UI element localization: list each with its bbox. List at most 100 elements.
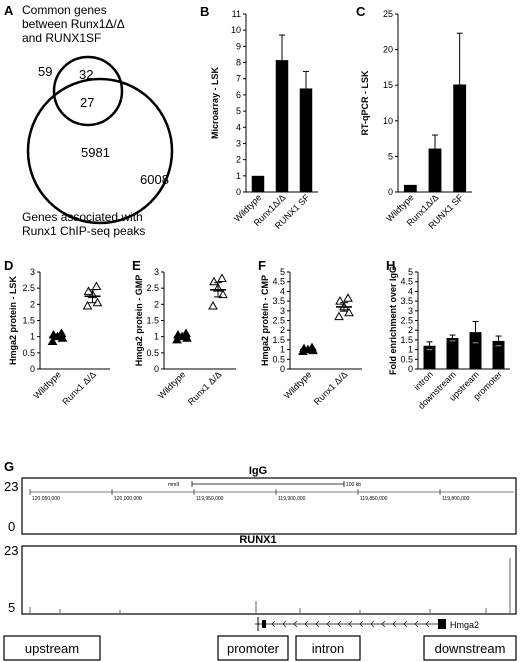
- venn-circle-small: [52, 55, 124, 127]
- x-category-label: Runx1 Δ/Δ: [60, 369, 98, 407]
- y-tick-label: 5: [408, 267, 413, 277]
- panel-letter-b: B: [200, 4, 209, 19]
- strand-arrow: [359, 620, 364, 628]
- venn-total-b: 6008: [140, 172, 169, 187]
- y-tick-label: 4: [236, 122, 241, 132]
- runx1-track-frame: [21, 545, 517, 615]
- y-tick-label: 3: [30, 267, 35, 277]
- strand-arrow: [315, 620, 320, 628]
- bar: [446, 337, 459, 369]
- strand-arrow: [304, 620, 309, 628]
- data-point: [56, 328, 67, 337]
- panel-letter-g: G: [4, 459, 14, 474]
- gene-strand-arrows: [271, 620, 430, 628]
- region-box-intron: [295, 635, 361, 661]
- bar: [251, 175, 265, 192]
- y-tick-label: 5: [236, 106, 241, 116]
- y-tick-label: 1: [408, 345, 413, 355]
- data-point: [343, 293, 353, 302]
- runx1-ymin: 5: [8, 600, 15, 615]
- data-point: [91, 281, 102, 291]
- gene-exon-1: [262, 620, 266, 628]
- data-point: [82, 300, 93, 310]
- y-tick-label: 11: [232, 9, 241, 19]
- y-tick-label: 0: [30, 364, 35, 374]
- venn-only-b: 5981: [81, 145, 110, 160]
- data-point: [181, 328, 191, 337]
- y-tick-label: 0: [154, 364, 159, 374]
- coordinate-label: 120,000,000: [114, 496, 142, 502]
- bar: [403, 184, 417, 192]
- bar: [423, 345, 436, 369]
- y-tick-label: 1: [236, 171, 241, 181]
- y-tick-label: 6: [236, 90, 241, 100]
- chart-d: 0 0.5 1 1.5 2 2.5 3 Hmga2 protein - LSK Wildtype…: [8, 267, 110, 407]
- y-tick-label: 15: [383, 80, 393, 90]
- x-category-label: Runx1 Δ/Δ: [186, 369, 224, 407]
- data-point: [83, 286, 94, 295]
- panel-letter-f: F: [258, 258, 266, 273]
- bar: [469, 332, 482, 369]
- y-tick-label: 1.5: [272, 335, 285, 345]
- panel-letter-a: A: [4, 3, 14, 18]
- strand-arrow: [370, 620, 375, 628]
- x-category-label: Wildtype: [31, 369, 62, 400]
- y-tick-label: 20: [383, 45, 393, 55]
- strand-arrow: [348, 620, 353, 628]
- bar: [275, 60, 289, 193]
- y-tick-label: 3: [236, 138, 241, 148]
- y-axis-label: Hmga2 protein - LSK: [8, 276, 18, 366]
- y-tick-label: 1: [154, 332, 159, 342]
- venn-overlap: 27: [80, 95, 94, 110]
- y-axis-label: Hmga2 protein - CMP: [260, 275, 270, 366]
- y-tick-label: 2.5: [22, 283, 35, 293]
- y-tick-label: 5: [280, 267, 285, 277]
- x-category-label: Wildtype: [156, 369, 187, 400]
- y-tick-label: 10: [383, 116, 393, 126]
- bar: [299, 88, 313, 192]
- igg-ymax: 23: [4, 479, 18, 494]
- panel-e: E 0 0.5 1 1.5 2 2.5 3 Hmga2 protein - GMP Wildty…: [132, 258, 236, 407]
- igg-track-frame: [21, 477, 517, 535]
- scale-bar-label: 100 kb: [346, 482, 361, 488]
- runx1-ymax: 23: [4, 543, 18, 558]
- y-tick-label: 2.5: [400, 316, 413, 326]
- data-point: [334, 311, 344, 321]
- y-tick-label: 10: [231, 25, 241, 35]
- y-tick-label: 7: [236, 74, 241, 84]
- bar: [428, 148, 442, 192]
- y-tick-label: 25: [383, 9, 393, 19]
- y-tick-label: 0: [236, 187, 241, 197]
- y-tick-label: 2: [280, 325, 285, 335]
- coordinate-ticks: 120,050,000 120,000,000 119,950,000 119,900…: [29, 489, 470, 502]
- coordinate-label: 119,850,000: [360, 496, 388, 502]
- strand-arrow: [414, 620, 419, 628]
- runx1-track-label: RUNX1: [239, 534, 276, 546]
- y-tick-label: 4.5: [400, 277, 413, 287]
- strand-arrow: [403, 620, 408, 628]
- gene-exon-last: [438, 619, 446, 629]
- strand-arrow: [381, 620, 386, 628]
- data-point: [209, 276, 219, 286]
- y-tick-label: 1.5: [22, 316, 35, 326]
- strand-arrow: [326, 620, 331, 628]
- coordinate-label: 119,900,000: [278, 496, 306, 502]
- y-axis-label: RT-qPCR - LSK: [360, 70, 370, 135]
- venn-total-a: 59: [38, 64, 52, 79]
- panel-letter-d: D: [4, 258, 13, 273]
- x-category-label: Runx1 Δ/Δ: [312, 369, 350, 407]
- x-category-label: Wildtype: [282, 369, 313, 400]
- venn-set-a-label-line-1: Common genes: [22, 3, 107, 17]
- strand-arrow: [392, 620, 397, 628]
- y-tick-label: 0.5: [272, 354, 285, 364]
- venn-only-a: 32: [79, 67, 93, 82]
- strand-arrow: [282, 620, 287, 628]
- strand-arrow: [293, 620, 298, 628]
- coordinate-label: 119,800,000: [442, 496, 470, 502]
- y-tick-label: 0.5: [400, 354, 413, 364]
- strand-arrow: [425, 620, 430, 628]
- y-tick-label: 3: [280, 306, 285, 316]
